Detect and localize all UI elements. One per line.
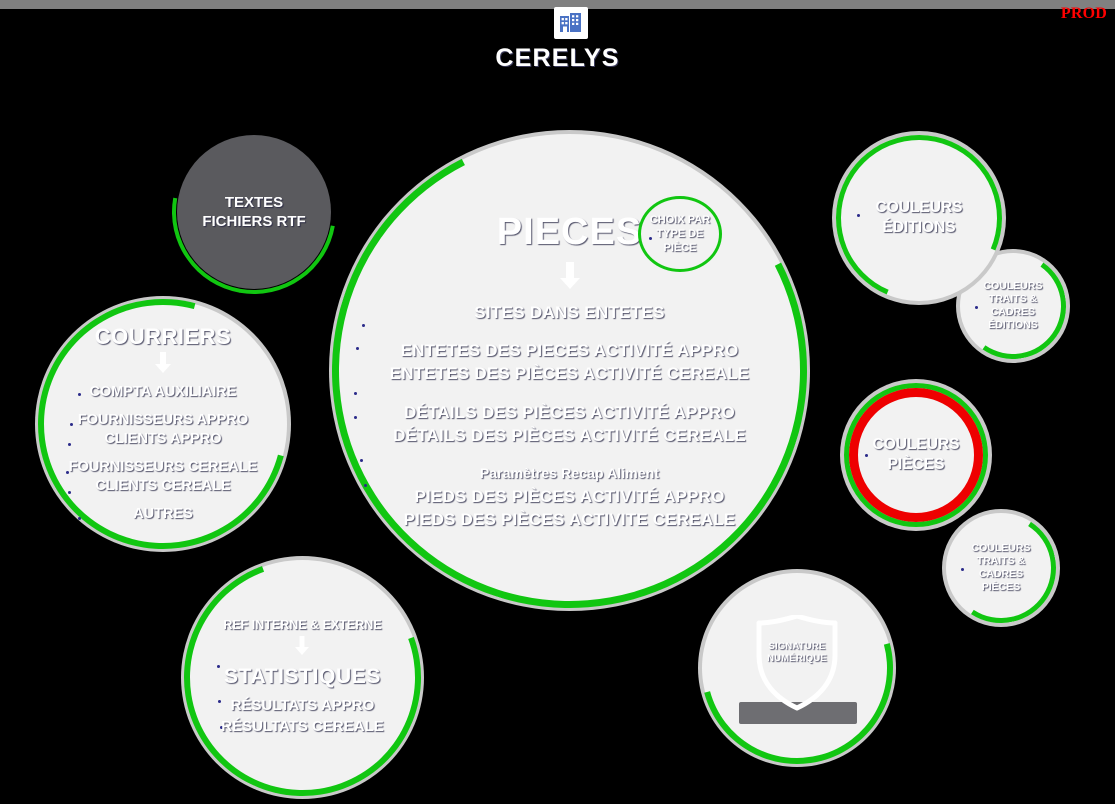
bubble-line: TRAITS & bbox=[976, 555, 1026, 567]
bubble-statistiques[interactable]: REF INTERNE & EXTERNE STATISTIQUES RÉSUL… bbox=[145, 520, 460, 804]
bubble-line[interactable]: RÉSULTATS APPRO bbox=[230, 697, 375, 714]
bubble-line: CADRES bbox=[978, 568, 1024, 580]
down-arrow-icon bbox=[390, 261, 750, 295]
bubble-couleurs-editions[interactable]: COULEURS ÉDITIONS bbox=[810, 109, 1028, 327]
bubble-choix-par-type-de-piece[interactable]: CHOIX PAR TYPE DE PIÈCE bbox=[638, 196, 722, 272]
bubble-line: CHOIX PAR bbox=[649, 214, 711, 226]
bubble-textes-fichiers-rtf[interactable]: TEXTES FICHIERS RTF bbox=[139, 97, 369, 327]
anchor-dot bbox=[68, 491, 71, 494]
bubble-line: ÉDITIONS bbox=[988, 319, 1038, 331]
bubble-line: TRAITS & bbox=[988, 293, 1038, 305]
anchor-dot bbox=[218, 700, 221, 703]
bubble-line: PIÈCES bbox=[981, 581, 1021, 593]
anchor-dot bbox=[857, 214, 860, 217]
bubble-line: TEXTES bbox=[224, 194, 284, 211]
window-top-bar bbox=[0, 0, 1115, 9]
bubble-line: FICHIERS RTF bbox=[202, 213, 306, 230]
bubble-couleurs-traits-cadres-pieces[interactable]: COULEURS TRAITS & CADRES PIÈCES bbox=[935, 502, 1067, 634]
bubble-line[interactable]: RÉSULTATS CEREALE bbox=[221, 718, 384, 735]
bubble-line: COULEURS bbox=[971, 542, 1031, 554]
bubble-line: COULEURS bbox=[875, 199, 963, 216]
anchor-dot bbox=[68, 443, 71, 446]
bubble-line[interactable]: DÉTAILS DES PIÈCES ACTIVITÉ APPRO bbox=[404, 402, 735, 422]
bubble-line: ÉDITIONS bbox=[882, 219, 956, 236]
anchor-dot bbox=[649, 237, 652, 240]
anchor-dot bbox=[362, 324, 365, 327]
bubble-title-pieces: PIECES bbox=[496, 210, 643, 253]
anchor-dot bbox=[975, 306, 978, 309]
down-arrow-icon bbox=[69, 352, 258, 379]
anchor-dot bbox=[961, 568, 964, 571]
bubble-courriers[interactable]: COURRIERS COMPTA AUXILIAIRE FOURNISSEURS… bbox=[0, 253, 334, 595]
office-building-icon bbox=[554, 7, 588, 39]
anchor-dot bbox=[78, 393, 81, 396]
shield-icon bbox=[756, 613, 838, 710]
bubble-line[interactable]: FOURNISSEURS CEREALE bbox=[68, 459, 258, 475]
anchor-dot bbox=[78, 517, 81, 520]
bubble-line[interactable]: FOURNISSEURS APPRO bbox=[77, 412, 249, 428]
anchor-dot bbox=[354, 416, 357, 419]
anchor-dot bbox=[66, 471, 69, 474]
signature-placeholder-bar bbox=[739, 702, 857, 724]
anchor-dot bbox=[360, 459, 363, 462]
bubble-line: COULEURS bbox=[983, 280, 1043, 292]
bubble-line[interactable]: ENTETES DES PIECES ACTIVITÉ APPRO bbox=[400, 340, 739, 360]
bubble-line[interactable]: DÉTAILS DES PIÈCES ACTIVITÉ CEREALE bbox=[393, 425, 746, 445]
signature-label: SIGNATURE NUMÉRIQUE bbox=[746, 641, 848, 665]
page-title: CERELYS bbox=[495, 44, 620, 72]
anchor-dot bbox=[356, 347, 359, 350]
bubble-line: PIÈCES bbox=[887, 456, 945, 473]
environment-badge: PROD bbox=[1060, 5, 1107, 22]
bubble-title-courriers: COURRIERS bbox=[94, 324, 232, 349]
bubble-line-parametres-recap-aliment[interactable]: Paramètres Recap Aliment bbox=[479, 464, 660, 481]
anchor-dot bbox=[217, 665, 220, 668]
bubble-line[interactable]: PIEDS DES PIÈCES ACTIVITÉ APPRO bbox=[414, 486, 725, 506]
anchor-dot bbox=[364, 484, 367, 487]
anchor-dot bbox=[220, 726, 223, 729]
bubble-line: SIGNATURE bbox=[768, 640, 826, 652]
bubble-line-autres[interactable]: AUTRES bbox=[133, 506, 193, 522]
bubble-pieces[interactable]: PIECES SITES DANS ENTETES ENTETES DES PI… bbox=[270, 71, 869, 670]
bubble-line-compta-auxiliaire[interactable]: COMPTA AUXILIAIRE bbox=[89, 384, 237, 400]
anchor-dot bbox=[354, 392, 357, 395]
bubble-line[interactable]: CLIENTS CEREALE bbox=[95, 478, 231, 494]
down-arrow-icon bbox=[221, 636, 384, 661]
bubble-line-ref-interne-externe[interactable]: REF INTERNE & EXTERNE bbox=[223, 618, 382, 632]
bubble-line[interactable]: PIEDS DES PIÈCES ACTIVITE CEREALE bbox=[403, 509, 736, 529]
bubble-line: NUMÉRIQUE bbox=[767, 652, 827, 664]
bubble-couleurs-pieces[interactable]: COULEURS PIÈCES bbox=[840, 379, 992, 531]
anchor-dot bbox=[865, 454, 868, 457]
bubble-line: PIÈCE bbox=[663, 242, 697, 254]
bubble-line: CADRES bbox=[990, 306, 1036, 318]
bubble-line[interactable]: CLIENTS APPRO bbox=[104, 431, 222, 447]
bubble-line: TYPE DE bbox=[656, 228, 704, 240]
bubble-title-statistiques: STATISTIQUES bbox=[224, 665, 381, 688]
bubble-line-sites-dans-entetes[interactable]: SITES DANS ENTETES bbox=[474, 302, 665, 322]
anchor-dot bbox=[70, 423, 73, 426]
bubble-line: COULEURS bbox=[872, 436, 960, 453]
bubble-line[interactable]: ENTETES DES PIÈCES ACTIVITÉ CEREALE bbox=[389, 363, 750, 383]
bubble-signature-numerique[interactable]: SIGNATURE NUMÉRIQUE bbox=[665, 536, 929, 800]
